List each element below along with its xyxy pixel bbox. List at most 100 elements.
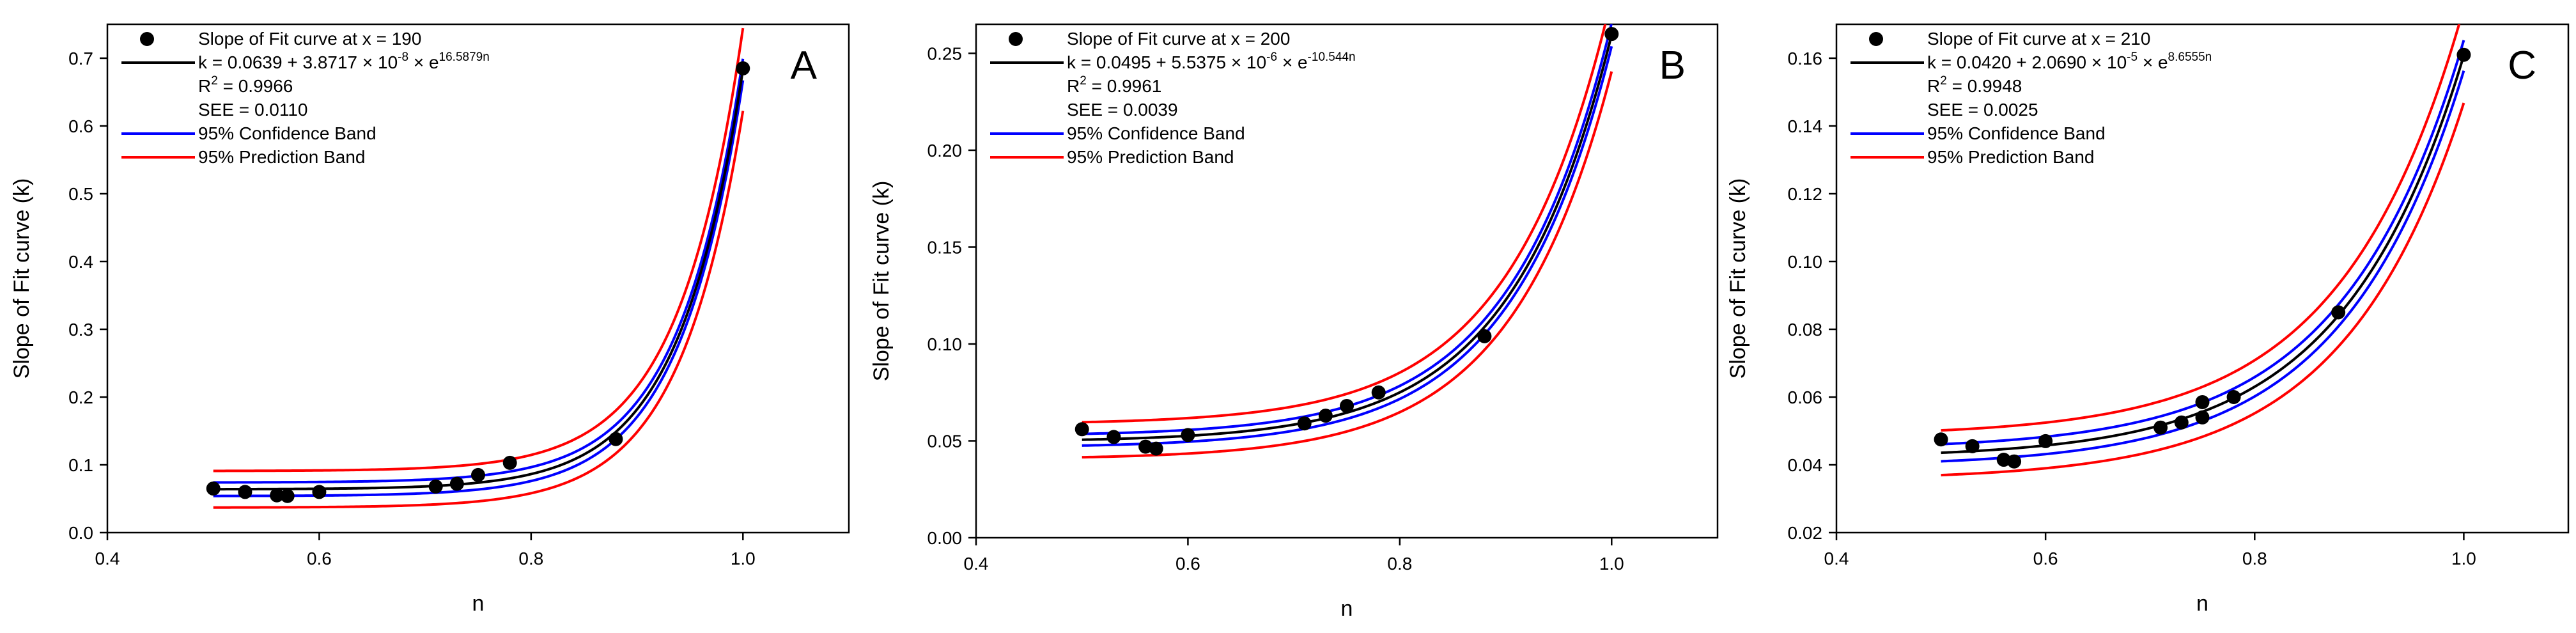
legend-point-marker [1009, 32, 1023, 46]
data-point [312, 485, 327, 499]
data-point [2195, 410, 2210, 425]
x-tick-label: 1.0 [1599, 554, 1624, 574]
legend-r-squared: R2 = 0.9961 [1067, 74, 1161, 96]
data-point [1996, 453, 2011, 467]
data-point [238, 485, 252, 499]
y-tick-label: 0.4 [68, 252, 93, 272]
y-tick-label: 0.06 [1788, 387, 1823, 407]
x-tick-label: 0.4 [964, 554, 989, 574]
data-point [428, 479, 443, 494]
legend-see: SEE = 0.0110 [198, 100, 308, 120]
panel-label: B [1659, 43, 1686, 88]
x-tick-label: 1.0 [2451, 549, 2476, 568]
legend-confidence-label: 95% Confidence Band [1067, 123, 1245, 143]
legend-point-marker [140, 32, 154, 46]
data-point [280, 488, 295, 503]
legend-fit-equation: k = 0.0639 + 3.8717 × 10-8 × e16.5879n [198, 51, 490, 72]
prediction-band-lower [213, 111, 745, 509]
y-axis-label: Slope of Fit curve (k) [1726, 178, 1750, 379]
data-point [1181, 428, 1195, 442]
data-point [2195, 395, 2210, 409]
data-point [2153, 420, 2168, 435]
data-point [2038, 434, 2053, 448]
data-point [1965, 439, 1980, 453]
y-axis-label: Slope of Fit curve (k) [10, 178, 34, 379]
chart-panel-a: 0.4 0.6 0.8 1.0 0.0 0.1 0.2 0.3 0.4 0.5 0.6 0.7 n Slo… [10, 23, 850, 616]
data-point [502, 455, 517, 470]
legend-confidence-label: 95% Confidence Band [198, 123, 376, 143]
x-tick-label: 0.8 [2242, 549, 2267, 568]
legend-see: SEE = 0.0025 [1927, 100, 2038, 120]
data-point [1340, 398, 1354, 413]
y-tick-label: 0.6 [68, 116, 93, 136]
legend-prediction-label: 95% Prediction Band [198, 147, 366, 167]
legend-see: SEE = 0.0039 [1067, 100, 1178, 120]
y-axis-label: Slope of Fit curve (k) [869, 181, 894, 382]
data-point [1934, 432, 1948, 447]
data-point [2331, 305, 2346, 320]
x-tick-label: 0.6 [1175, 554, 1200, 574]
y-tick-label: 0.14 [1788, 116, 1823, 136]
data-point [1297, 416, 1312, 431]
x-tick-label: 0.8 [1387, 554, 1412, 574]
y-tick-label: 0.10 [1788, 252, 1823, 272]
legend-point-marker [1869, 32, 1883, 46]
legend-prediction-label: 95% Prediction Band [1927, 147, 2095, 167]
x-tick-label: 0.6 [2033, 549, 2058, 568]
x-tick-label: 1.0 [731, 549, 756, 568]
panel-label: C [2508, 43, 2536, 88]
x-tick-label: 0.6 [307, 549, 332, 568]
y-tick-label: 0.25 [927, 43, 963, 63]
y-tick-label: 0.04 [1788, 455, 1823, 475]
legend-prediction-label: 95% Prediction Band [1067, 147, 1234, 167]
data-point [270, 488, 284, 503]
legend-r-squared: R2 = 0.9966 [198, 74, 293, 96]
x-tick-label: 0.4 [95, 549, 120, 568]
y-tick-label: 0.20 [927, 141, 963, 160]
chart-panel-b: 0.4 0.6 0.8 1.0 0.00 0.05 0.10 0.15 0.20 0.25 n Slo… [869, 23, 1719, 621]
data-point [1371, 385, 1386, 400]
y-tick-label: 0.05 [927, 431, 963, 451]
legend-r-squared: R2 = 0.9948 [1927, 74, 2022, 96]
x-axis-label: n [2196, 591, 2208, 616]
prediction-band-upper [1941, 24, 2461, 432]
x-axis-label: n [472, 591, 485, 616]
fit-curve [213, 69, 745, 491]
y-tick-label: 0.02 [1788, 523, 1823, 543]
legend-fit-equation: k = 0.0495 + 5.5375 × 10-6 × e-10.544n [1067, 51, 1356, 72]
data-point [1106, 430, 1121, 444]
data-point [1604, 27, 1619, 42]
prediction-band-lower [1941, 102, 2465, 477]
confidence-band-upper [213, 58, 745, 484]
data-point [1477, 329, 1492, 343]
legend-points-label: Slope of Fit curve at x = 210 [1927, 29, 2150, 49]
data-point [1318, 409, 1333, 423]
y-tick-label: 0.00 [927, 528, 963, 548]
plot-frame [106, 23, 850, 534]
data-point [206, 481, 221, 496]
plot-frame [1835, 23, 2570, 534]
confidence-band-lower [1082, 45, 1613, 447]
data-point [2456, 47, 2471, 62]
data-point [736, 61, 750, 75]
data-point [449, 476, 464, 491]
data-point [2174, 415, 2189, 430]
prediction-band-upper [1082, 24, 1607, 424]
legend-points-label: Slope of Fit curve at x = 190 [198, 29, 421, 49]
y-tick-label: 0.5 [68, 184, 93, 204]
data-point [1138, 439, 1153, 454]
data-point [471, 467, 485, 482]
legend-confidence-label: 95% Confidence Band [1927, 123, 2106, 143]
legend-fit-equation: k = 0.0420 + 2.0690 × 10-5 × e8.6555n [1927, 51, 2212, 72]
data-point [2226, 390, 2241, 404]
x-axis-label: n [1341, 597, 1353, 621]
y-tick-label: 0.2 [68, 387, 93, 407]
prediction-band-upper [213, 27, 745, 473]
y-tick-label: 0.10 [927, 334, 963, 354]
prediction-band-lower [1082, 71, 1613, 459]
data-point [2007, 454, 2022, 469]
y-tick-label: 0.0 [68, 523, 93, 543]
